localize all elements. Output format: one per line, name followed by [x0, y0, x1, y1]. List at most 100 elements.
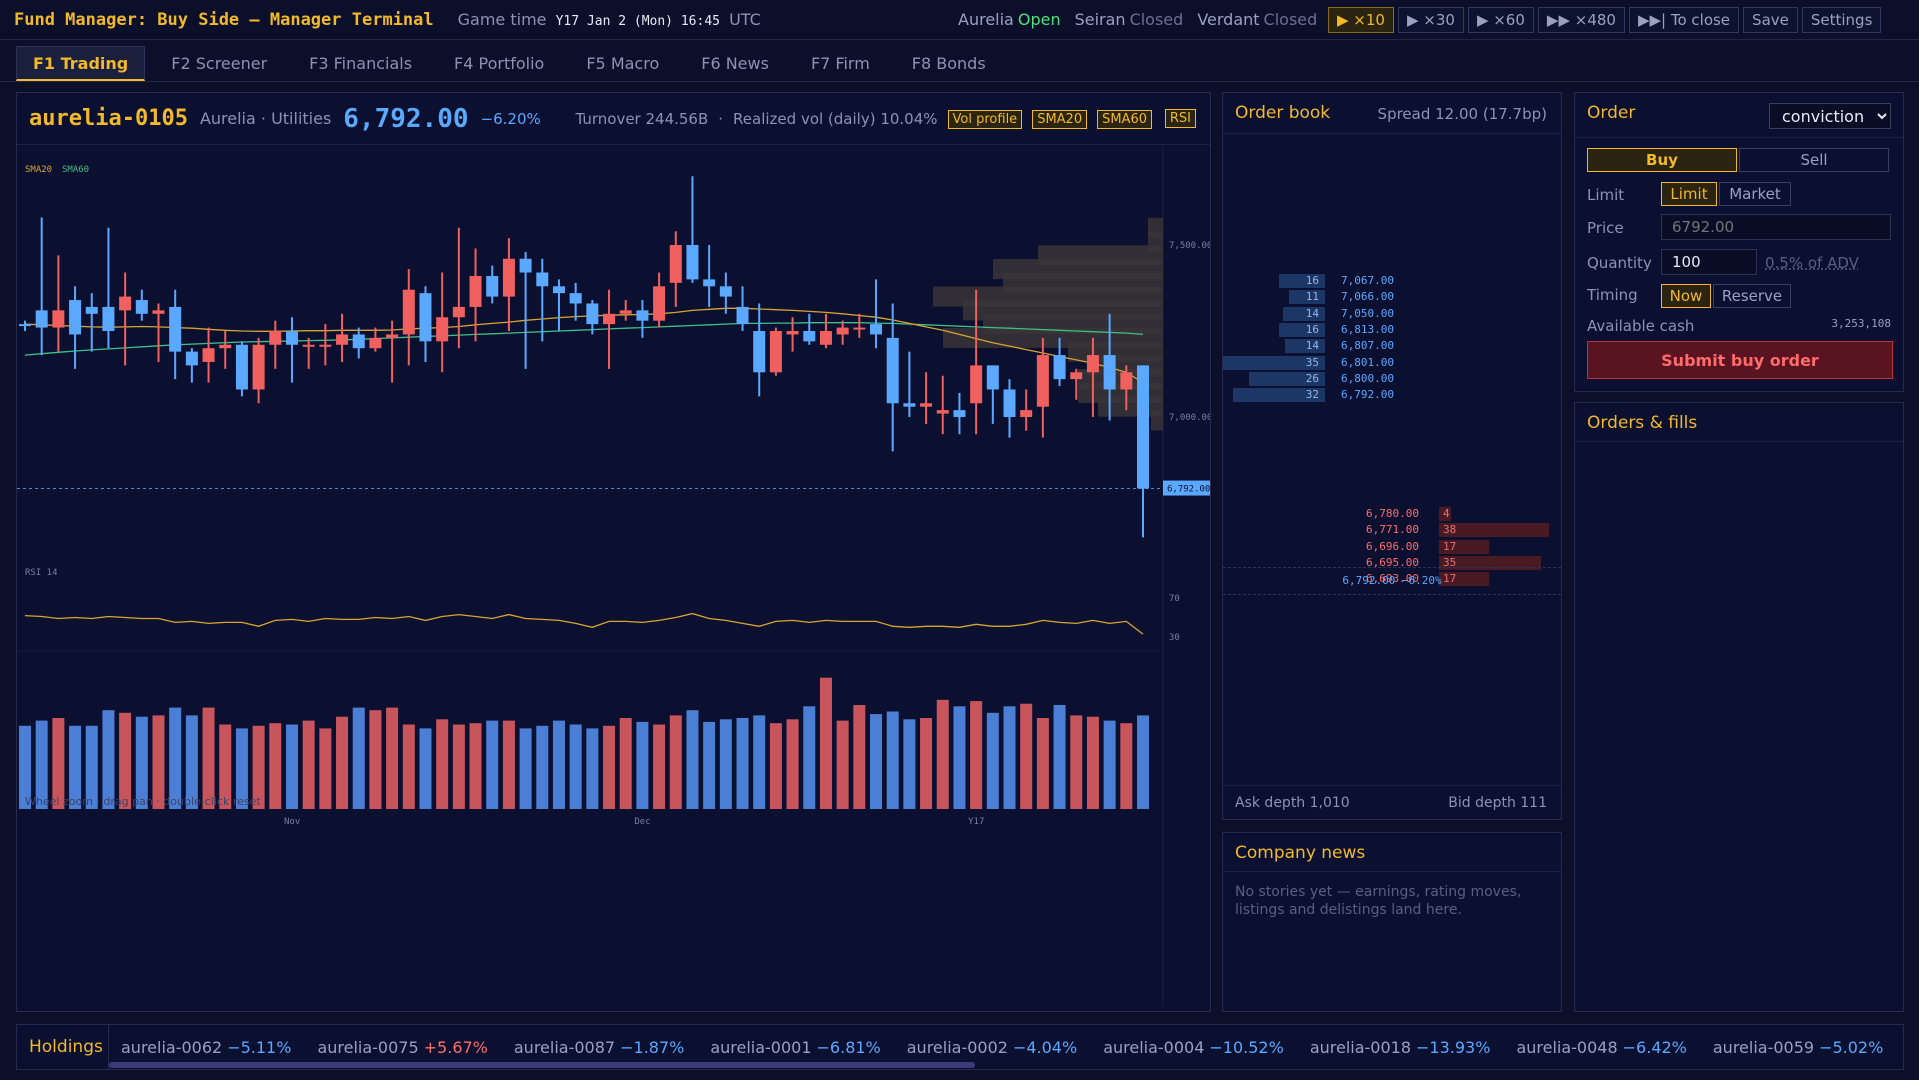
ask-row[interactable]: 35 6,801.00 — [1223, 355, 1561, 371]
main-tabs: F1 Trading F2 Screener F3 Financials F4 Por… — [16, 46, 1012, 81]
holding-item[interactable]: aurelia-0087 −1.87% — [514, 1038, 684, 1057]
candle-body — [686, 245, 699, 280]
timing-reserve-button[interactable]: Reserve — [1713, 284, 1791, 308]
rsi-toggle[interactable]: RSI — [1164, 109, 1196, 128]
holding-item[interactable]: aurelia-0004 −10.52% — [1103, 1038, 1284, 1057]
candle-body — [586, 303, 599, 325]
bid-row[interactable]: 6,695.00 35 — [1223, 555, 1561, 571]
candle — [986, 365, 999, 424]
candle — [269, 320, 282, 369]
holding-symbol: aurelia-0001 — [710, 1037, 812, 1057]
bid-row[interactable]: 6,696.00 17 — [1223, 539, 1561, 555]
tab-portfolio[interactable]: F4 Portfolio — [454, 54, 545, 73]
volume-bar — [1020, 703, 1033, 809]
ask-size-bar — [1289, 290, 1325, 305]
volume-bar — [436, 719, 449, 809]
holding-item[interactable]: aurelia-0001 −6.81% — [710, 1038, 880, 1057]
sma20-toggle[interactable]: SMA20 — [1032, 109, 1088, 129]
candle — [903, 351, 916, 417]
tab-macro[interactable]: F5 Macro — [586, 54, 660, 73]
holding-item[interactable]: aurelia-0048 −6.42% — [1516, 1038, 1686, 1057]
timing-now-button[interactable]: Now — [1661, 284, 1711, 308]
candle-body — [1036, 355, 1049, 407]
ask-row[interactable]: 14 7,050.00 — [1223, 306, 1561, 322]
speed-60x-button[interactable]: ▶ ×60 — [1467, 7, 1534, 33]
candle-body — [102, 306, 115, 331]
to-close-button[interactable]: ▶▶| To close — [1628, 7, 1740, 33]
buy-button[interactable]: Buy — [1587, 148, 1737, 172]
holding-item[interactable]: aurelia-0062 −5.11% — [121, 1038, 291, 1057]
candle-body — [836, 327, 849, 335]
order-head-divider — [1575, 137, 1903, 138]
speed-10x-button[interactable]: ▶ ×10 — [1328, 7, 1394, 33]
bid-row[interactable]: 6,780.00 4 — [1223, 506, 1561, 522]
holdings-scrollbar[interactable] — [109, 1062, 975, 1068]
holding-item[interactable]: aurelia-0018 −13.93% — [1310, 1038, 1491, 1057]
volume-bar — [786, 719, 799, 809]
app-title: Fund Manager: Buy Side — Manager Termina… — [14, 9, 434, 30]
candle-body — [1137, 365, 1149, 489]
price-chart[interactable]: SMA20 SMA60 6,792.00 7,500.00 7,000.00 RSI 14… — [17, 146, 1210, 1012]
candle — [686, 176, 699, 283]
last-price-tag-label: 6,792.00 — [1167, 485, 1210, 495]
tab-news[interactable]: F6 News — [701, 54, 769, 73]
tab-firm[interactable]: F7 Firm — [810, 54, 870, 73]
market-status-list: Aurelia Open Seiran Closed Verdant Closed — [958, 10, 1317, 29]
tab-bonds[interactable]: F8 Bonds — [911, 54, 986, 73]
settings-button[interactable]: Settings — [1801, 7, 1882, 33]
holding-item[interactable]: aurelia-0002 −4.04% — [907, 1038, 1077, 1057]
market-state: Closed — [1129, 10, 1184, 29]
ask-row[interactable]: 11 7,066.00 — [1223, 289, 1561, 305]
candle — [235, 341, 248, 397]
sell-button[interactable]: Sell — [1739, 148, 1889, 172]
bid-price: 6,693.00 — [1366, 572, 1419, 586]
holding-symbol: aurelia-0059 — [1712, 1037, 1815, 1057]
candle-body — [653, 286, 666, 321]
candle-body — [986, 365, 999, 390]
ask-row[interactable]: 26 6,800.00 — [1223, 371, 1561, 387]
orders-fills-panel: Orders & fills — [1574, 402, 1904, 1012]
sma60-toggle[interactable]: SMA60 — [1097, 109, 1152, 129]
realized-vol: Realized vol (daily) 10.04% — [733, 110, 938, 128]
candle — [853, 313, 866, 338]
market-name: Aurelia — [958, 10, 1014, 29]
bid-row[interactable]: 6,693.00 17 — [1223, 571, 1561, 587]
tab-financials[interactable]: F3 Financials — [309, 54, 413, 73]
holding-item[interactable]: aurelia-0075 +5.67% — [317, 1038, 487, 1057]
speed-480x-button[interactable]: ▶▶ ×480 — [1537, 7, 1625, 33]
available-cash-value: 3,253,108 — [1831, 317, 1891, 330]
ask-row[interactable]: 14 6,807.00 — [1223, 338, 1561, 354]
tabs-divider — [0, 81, 1919, 82]
rsi-tick-label: 30 — [1169, 633, 1180, 643]
speed-30x-button[interactable]: ▶ ×30 — [1397, 7, 1464, 33]
limit-button[interactable]: Limit — [1661, 182, 1717, 206]
price-input[interactable] — [1661, 214, 1891, 240]
volume-bar — [185, 715, 198, 809]
quantity-input[interactable] — [1661, 249, 1757, 275]
order-mode-select[interactable]: conviction — [1769, 103, 1891, 129]
price-tick-label: 7,500.00 — [1169, 241, 1210, 251]
submit-order-button[interactable]: Submit buy order — [1587, 341, 1893, 379]
tab-screener[interactable]: F2 Screener — [171, 54, 268, 73]
ask-qty: 16 — [1305, 322, 1319, 336]
ask-price: 6,813.00 — [1341, 322, 1394, 336]
bid-qty: 4 — [1443, 507, 1450, 520]
ask-row[interactable]: 16 7,067.00 — [1223, 273, 1561, 289]
ask-row[interactable]: 32 6,792.00 — [1223, 387, 1561, 403]
orders-fills-title: Orders & fills — [1587, 413, 1698, 433]
vol-profile-toggle[interactable]: Vol profile — [947, 109, 1023, 129]
holding-item[interactable]: aurelia-0059 −5.02% — [1713, 1038, 1883, 1057]
candle-body — [269, 331, 282, 345]
last-price-tag — [1163, 480, 1210, 496]
volume-bar — [953, 706, 966, 809]
chart-header: aurelia-0105 Aurelia · Utilities 6,792.0… — [17, 93, 1210, 145]
market-button[interactable]: Market — [1719, 182, 1791, 206]
candle — [819, 313, 832, 349]
holding-change: −4.04% — [1012, 1037, 1078, 1057]
ask-row[interactable]: 16 6,813.00 — [1223, 322, 1561, 338]
save-button[interactable]: Save — [1743, 7, 1798, 33]
ask-price: 7,050.00 — [1341, 306, 1394, 320]
bid-row[interactable]: 6,771.00 38 — [1223, 522, 1561, 538]
tab-trading[interactable]: F1 Trading — [16, 46, 146, 81]
holding-change: −1.87% — [620, 1037, 685, 1057]
